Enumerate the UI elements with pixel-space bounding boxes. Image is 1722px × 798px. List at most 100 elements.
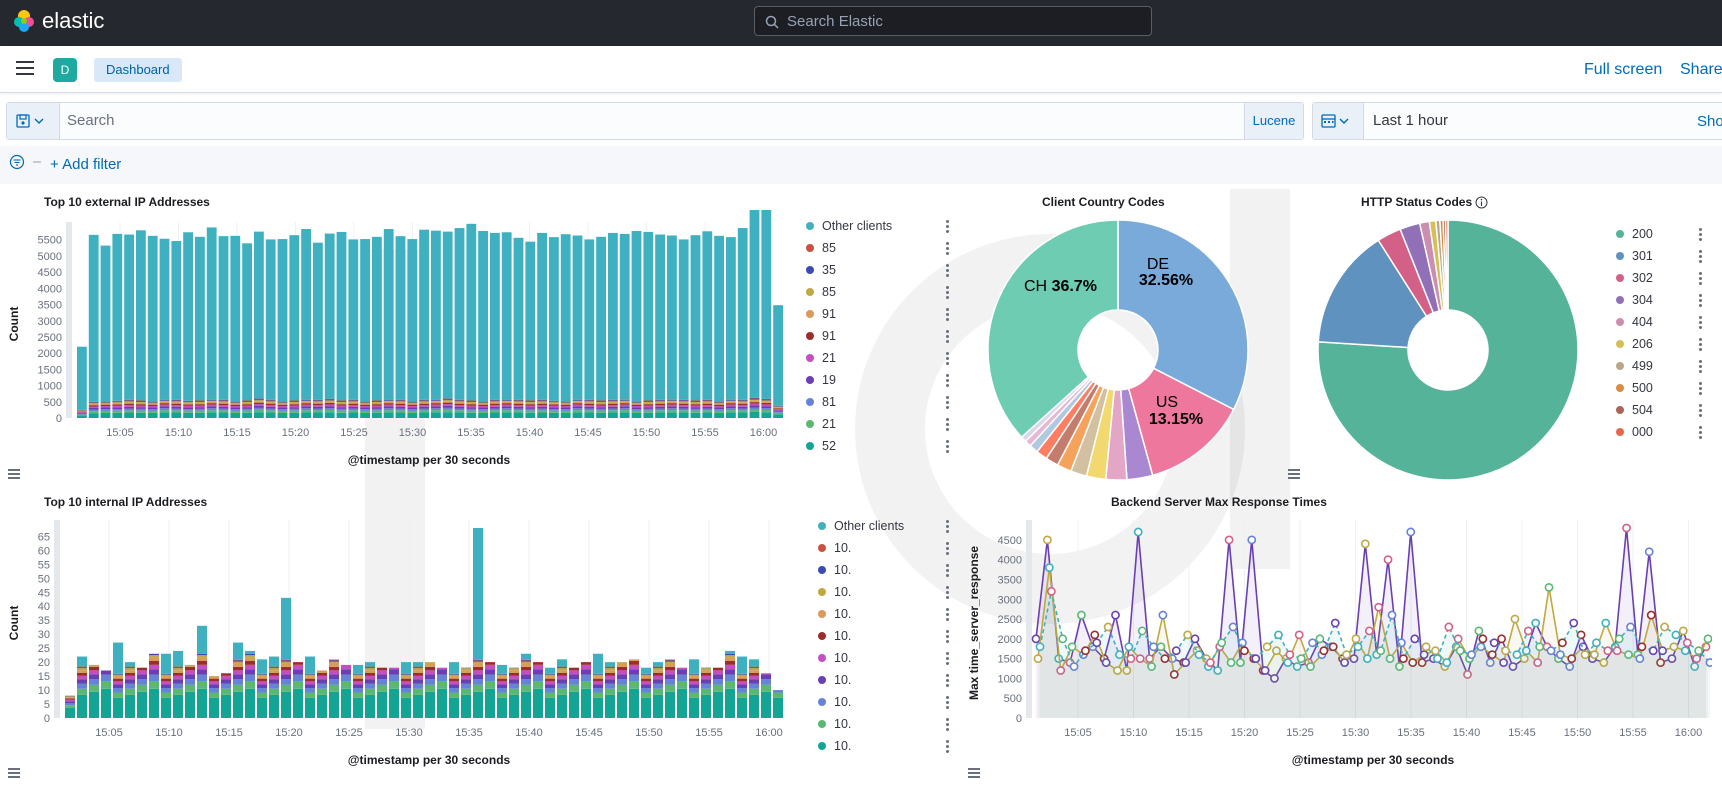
legend-item[interactable]: 10. [818,717,851,731]
bar-segment [521,660,531,661]
query-language-button[interactable]: Lucene [1244,103,1303,139]
legend-item[interactable]: 81 [806,395,836,409]
legend-options-icon[interactable] [946,542,949,557]
legend-item[interactable]: 10. [818,673,851,687]
bar-segment [289,400,299,401]
bar-segment [593,684,603,688]
legend-item[interactable]: 500 [1616,381,1653,395]
legend-options-icon[interactable] [946,396,949,411]
http-status-pie[interactable] [1308,210,1588,490]
add-filter-button[interactable]: + Add filter [50,156,121,173]
share-link[interactable]: Share [1680,61,1722,79]
legend-toggle-icon[interactable] [8,768,20,778]
x-tick-label: 15:50 [1564,727,1592,739]
data-point [1068,643,1075,650]
quick-date-button[interactable] [1313,103,1364,139]
legend-item[interactable]: 35 [806,263,836,277]
legend-options-icon[interactable] [946,374,949,389]
bar-segment [514,401,524,402]
bar-segment [101,675,111,681]
legend-item[interactable]: 85 [806,285,836,299]
legend-item[interactable]: 19 [806,373,836,387]
legend-options-icon[interactable] [1699,294,1702,309]
legend-item[interactable]: 10. [818,541,851,555]
legend-options-icon[interactable] [946,440,949,455]
legend-item[interactable]: 91 [806,329,836,343]
legend-options-icon[interactable] [946,418,949,433]
legend-item[interactable]: 504 [1616,403,1653,417]
bar [183,232,193,401]
legend-item[interactable]: 200 [1616,227,1653,241]
legend-options-icon[interactable] [946,652,949,667]
filter-options-icon[interactable] [9,154,43,170]
legend-options-icon[interactable] [946,718,949,733]
legend-options-icon[interactable] [1699,228,1702,243]
elastic-logo[interactable]: elastic [12,8,104,34]
breadcrumb-dashboard[interactable]: Dashboard [94,58,182,82]
legend-options-icon[interactable] [946,520,949,535]
show-dates-link[interactable]: Sho [1697,113,1722,130]
legend-options-icon[interactable] [946,330,949,345]
legend-item[interactable]: 302 [1616,271,1653,285]
legend-toggle-icon[interactable] [968,768,980,778]
menu-icon[interactable] [16,61,34,75]
legend-options-icon[interactable] [946,630,949,645]
legend-options-icon[interactable] [946,564,949,579]
global-search-input[interactable]: Search Elastic [754,6,1152,36]
legend-item[interactable]: 10. [818,651,851,665]
query-input[interactable]: Search [67,112,115,129]
response-times-chart[interactable]: 05001000150020002500300035004000450015:0… [960,508,1712,798]
legend-options-icon[interactable] [1699,426,1702,441]
legend-toggle-icon[interactable] [1288,469,1300,479]
saved-query-button[interactable] [7,103,60,139]
legend-item[interactable]: 21 [806,417,836,431]
legend-item[interactable]: 10. [818,629,851,643]
external-ip-chart[interactable]: 0500100015002000250030003500400045005000… [0,210,830,500]
legend-options-icon[interactable] [946,220,949,235]
legend-item[interactable]: 52 [806,439,836,453]
legend-item[interactable]: 304 [1616,293,1653,307]
legend-item[interactable]: 91 [806,307,836,321]
legend-options-icon[interactable] [1699,382,1702,397]
legend-item[interactable]: 10. [818,585,851,599]
legend-options-icon[interactable] [946,696,949,711]
legend-item[interactable]: 10. [818,563,851,577]
space-avatar[interactable]: D [53,58,77,82]
legend-options-icon[interactable] [1699,404,1702,419]
legend-item[interactable]: 206 [1616,337,1653,351]
legend-item[interactable]: 10. [818,607,851,621]
legend-item[interactable]: 301 [1616,249,1653,263]
legend-options-icon[interactable] [946,674,949,689]
legend-options-icon[interactable] [1699,316,1702,331]
legend-options-icon[interactable] [1699,360,1702,375]
legend-options-icon[interactable] [946,308,949,323]
legend-item[interactable]: 10. [818,695,851,709]
legend-options-icon[interactable] [946,352,949,367]
bar-segment [679,401,689,402]
legend-options-icon[interactable] [1699,272,1702,287]
legend-options-icon[interactable] [946,608,949,623]
legend-options-icon[interactable] [946,286,949,301]
legend-item[interactable]: Other clients [818,519,904,533]
legend-item[interactable]: 21 [806,351,836,365]
legend-item[interactable]: 85 [806,241,836,255]
legend-options-icon[interactable] [946,586,949,601]
bar-segment [702,400,712,401]
legend-options-icon[interactable] [1699,250,1702,265]
legend-item[interactable]: 10. [818,739,851,753]
legend-toggle-icon[interactable] [8,469,20,479]
legend-item[interactable]: 404 [1616,315,1653,329]
legend-options-icon[interactable] [946,264,949,279]
legend-item[interactable]: 000 [1616,425,1653,439]
legend-options-icon[interactable] [946,242,949,257]
legend-item[interactable]: Other clients [806,219,892,233]
legend-options-icon[interactable] [1699,338,1702,353]
time-range-label[interactable]: Last 1 hour [1373,112,1448,129]
legend-item[interactable]: 499 [1616,359,1653,373]
x-tick-label: 15:25 [1286,727,1314,739]
full-screen-link[interactable]: Full screen [1584,61,1662,79]
info-icon[interactable] [1475,196,1488,209]
legend-options-icon[interactable] [946,740,949,755]
